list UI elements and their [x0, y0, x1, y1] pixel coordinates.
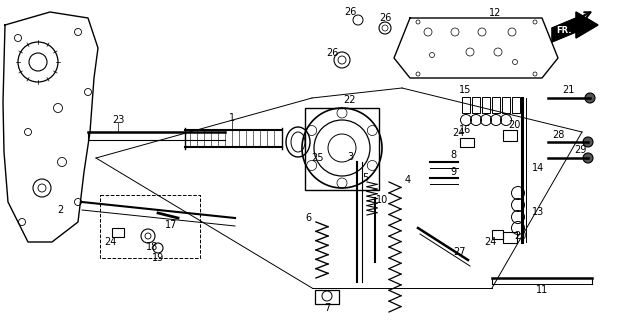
Bar	[462, 97, 470, 113]
Text: 27: 27	[453, 247, 466, 257]
Text: 3: 3	[347, 152, 353, 162]
Bar	[492, 97, 500, 113]
Bar	[512, 97, 520, 113]
Text: 1: 1	[229, 113, 235, 123]
Text: 19: 19	[152, 253, 164, 263]
Bar	[472, 97, 480, 113]
Bar	[305, 108, 379, 190]
Text: 24: 24	[104, 237, 116, 247]
Text: 10: 10	[376, 195, 388, 205]
Polygon shape	[552, 12, 598, 42]
Text: 5: 5	[362, 173, 368, 183]
Circle shape	[583, 153, 593, 163]
Text: 12: 12	[489, 8, 501, 18]
Text: 14: 14	[532, 163, 544, 173]
Bar	[315, 290, 339, 304]
Bar	[482, 97, 490, 113]
Text: 2: 2	[57, 205, 63, 215]
Text: 4: 4	[405, 175, 411, 185]
Text: 18: 18	[146, 242, 158, 252]
Text: 17: 17	[165, 220, 177, 230]
Text: 7: 7	[324, 303, 330, 313]
Text: 13: 13	[532, 207, 544, 217]
Bar	[502, 97, 510, 113]
Text: 11: 11	[536, 285, 548, 295]
Circle shape	[585, 93, 595, 103]
Text: 26: 26	[326, 48, 338, 58]
Text: 23: 23	[112, 115, 124, 125]
Text: FR.: FR.	[557, 26, 572, 35]
Circle shape	[583, 137, 593, 147]
Text: 20: 20	[508, 120, 520, 130]
Text: 25: 25	[312, 153, 325, 163]
Bar	[112, 228, 124, 237]
Text: 16: 16	[459, 125, 471, 135]
Text: 28: 28	[552, 130, 564, 140]
Text: 20: 20	[514, 231, 526, 241]
Text: 24: 24	[484, 237, 496, 247]
Text: 9: 9	[450, 167, 456, 177]
Bar	[460, 138, 474, 147]
Bar	[503, 232, 517, 243]
Text: 15: 15	[459, 85, 471, 95]
Text: 8: 8	[450, 150, 456, 160]
Text: 26: 26	[344, 7, 356, 17]
Bar	[492, 230, 503, 239]
Text: 26: 26	[379, 13, 391, 23]
Text: 6: 6	[305, 213, 311, 223]
Text: 24: 24	[452, 128, 464, 138]
Text: 21: 21	[562, 85, 574, 95]
Text: 29: 29	[574, 145, 586, 155]
Text: 22: 22	[344, 95, 356, 105]
Bar	[503, 130, 517, 141]
